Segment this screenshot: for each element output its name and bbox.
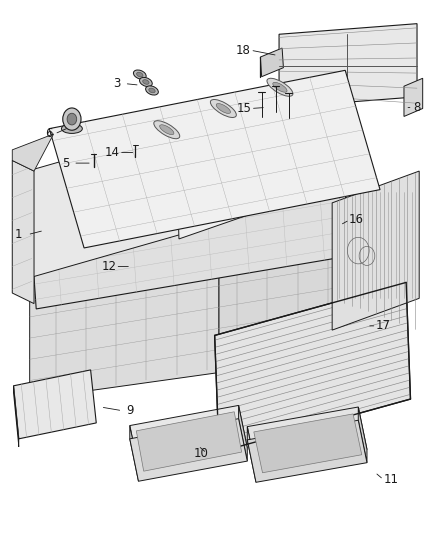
Polygon shape [254,414,362,473]
Polygon shape [14,386,19,447]
Ellipse shape [216,103,230,114]
Polygon shape [247,407,367,469]
Polygon shape [130,406,247,468]
Text: 9: 9 [126,404,134,417]
Text: 5: 5 [62,157,70,169]
Ellipse shape [63,108,81,130]
Polygon shape [247,420,367,482]
Ellipse shape [154,120,180,139]
Polygon shape [28,128,180,277]
Ellipse shape [143,80,149,84]
Text: 11: 11 [383,473,399,486]
Text: 15: 15 [237,102,252,115]
Polygon shape [279,23,417,108]
Polygon shape [404,78,423,116]
Ellipse shape [137,72,143,77]
Ellipse shape [210,100,237,117]
Ellipse shape [145,86,159,95]
Polygon shape [247,426,256,482]
Ellipse shape [61,124,82,133]
Ellipse shape [67,114,77,125]
Polygon shape [130,419,247,481]
Polygon shape [219,160,354,373]
Polygon shape [12,160,34,304]
Text: 17: 17 [376,319,391,333]
Polygon shape [136,412,242,471]
Text: 10: 10 [194,447,209,459]
Ellipse shape [273,82,287,92]
Ellipse shape [159,125,174,135]
Ellipse shape [149,88,155,93]
Text: 1: 1 [15,228,22,241]
Ellipse shape [134,70,146,79]
Text: 16: 16 [349,213,364,227]
Text: 18: 18 [236,44,251,56]
Polygon shape [49,70,380,248]
Text: 6: 6 [45,127,52,140]
Polygon shape [12,134,53,171]
Polygon shape [130,425,138,481]
Text: 14: 14 [105,146,120,159]
Polygon shape [332,171,419,330]
Ellipse shape [140,77,152,86]
Polygon shape [358,407,367,463]
Polygon shape [176,71,344,239]
Text: 8: 8 [413,101,421,114]
Polygon shape [14,370,96,439]
Polygon shape [30,160,350,309]
Polygon shape [260,48,283,77]
Polygon shape [239,406,247,461]
Text: 3: 3 [113,77,120,90]
Ellipse shape [267,78,293,96]
Polygon shape [215,282,410,452]
Text: 12: 12 [102,260,117,273]
Polygon shape [30,187,219,399]
